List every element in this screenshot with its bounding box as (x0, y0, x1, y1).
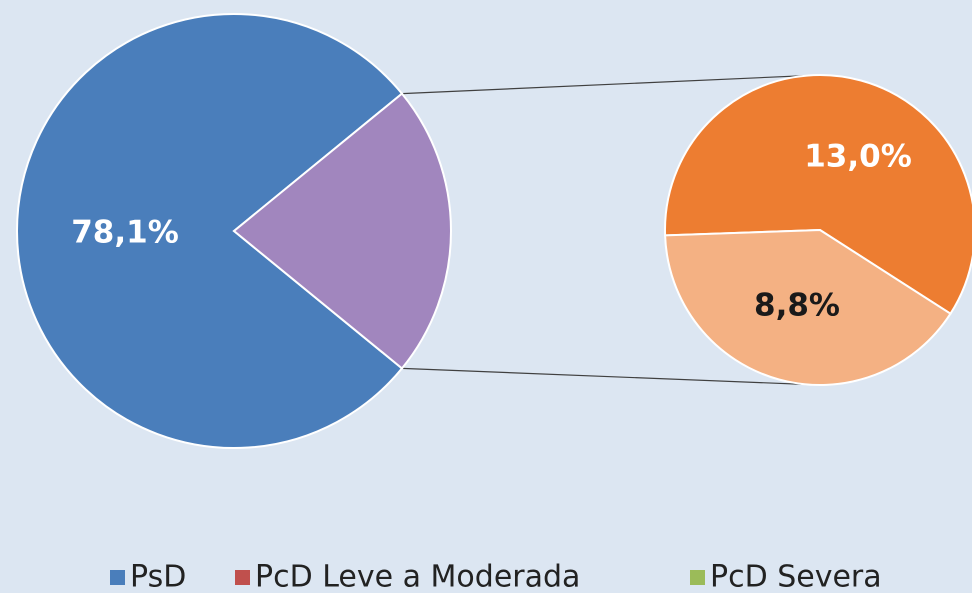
legend-swatch (690, 570, 705, 585)
legend-label: PsD (130, 560, 186, 593)
pie-slice (232, 92, 452, 370)
data-label: 78,1% (71, 215, 179, 251)
legend-label: PcD Severa (710, 560, 882, 593)
connector-line (401, 367, 821, 386)
pie-slice (664, 228, 952, 386)
data-label: 13,0% (804, 139, 912, 175)
legend-swatch (235, 570, 250, 585)
data-label: 8,8% (754, 288, 840, 324)
pie-slice (664, 74, 972, 316)
legend-label: PcD Leve a Moderada (255, 560, 580, 593)
legend-swatch (110, 570, 125, 585)
connector-line (401, 74, 821, 95)
pie-slice (16, 13, 404, 449)
